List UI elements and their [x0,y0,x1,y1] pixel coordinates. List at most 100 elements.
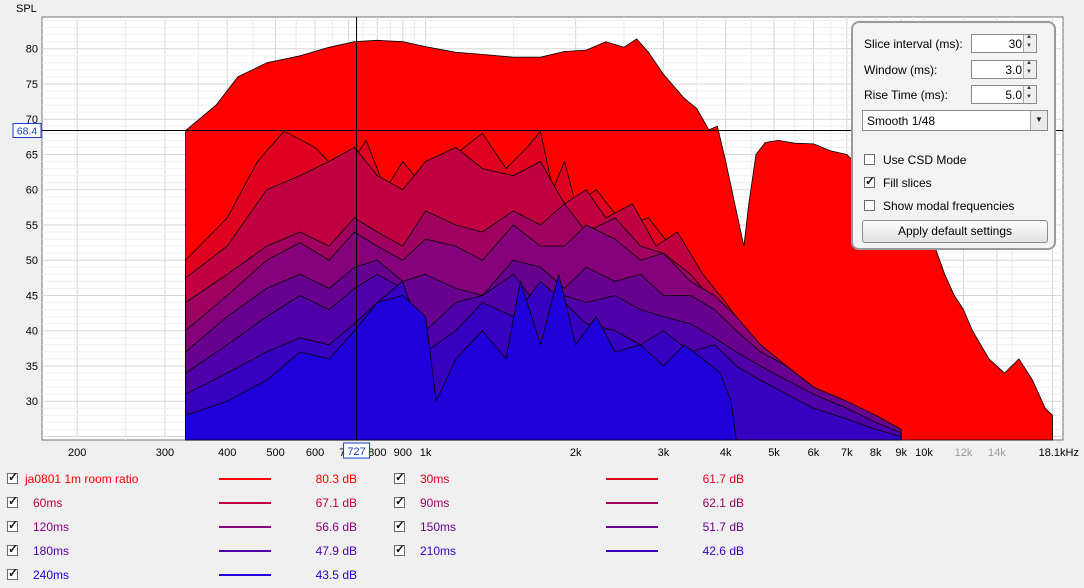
rise-time-label: Rise Time (ms): [864,88,948,102]
legend-line-swatch [219,478,271,480]
legend-value: 42.6 dB [702,544,744,558]
y-axis-label: SPL [16,3,37,15]
x-tick-label: 14k [988,447,1006,459]
use-csd-checkbox[interactable] [864,154,875,165]
legend-value: 62.1 dB [702,496,744,510]
x-tick-label: 5k [768,447,780,459]
cursor-x-readout: 727 [347,446,365,458]
cursor-y-readout: 68.4 [17,126,38,138]
series-areas [185,38,1053,441]
window-spinner[interactable]: 3.0 [971,60,1037,79]
legend-series-name: 150ms [420,520,457,534]
legend-checkbox[interactable] [394,470,405,484]
x-tick-label: 3k [658,447,670,459]
legend-value: 61.7 dB [702,472,744,486]
legend-row: 150ms 51.7 dB [394,518,754,536]
legend-series-name: 180ms [33,544,70,558]
use-csd-label[interactable]: Use CSD Mode [883,153,967,167]
fill-slices-checkbox[interactable] [864,174,875,188]
x-tick-label: 12k [955,447,973,459]
legend-checkbox[interactable] [7,566,18,580]
legend-series-name: 210ms [420,544,457,558]
legend-row: 30ms 61.7 dB [394,470,754,488]
legend-value: 43.5 dB [315,568,357,582]
series-area-8 [185,273,737,441]
legend-value: 56.6 dB [315,520,357,534]
x-tick-label: 400 [218,447,236,459]
fill-slices-label[interactable]: Fill slices [883,176,932,190]
legend-line-swatch [219,550,271,552]
y-tick-label: 45 [26,290,38,302]
legend-checkbox[interactable] [394,542,405,556]
x-tick-label: 7k [841,447,853,459]
rise-time-spinner[interactable]: 5.0 [971,85,1037,104]
y-tick-label: 75 [26,79,38,91]
legend-series-name: 60ms [33,496,63,510]
spinner-arrows-icon[interactable] [1023,60,1036,78]
spinner-arrows-icon[interactable] [1023,34,1036,52]
legend-row: 240ms 43.5 dB [7,566,367,584]
slice-interval-spinner[interactable]: 30 [971,34,1037,53]
legend-line-swatch [219,574,271,576]
legend-line-swatch [219,526,271,528]
rise-time-value[interactable]: 5.0 [1005,88,1022,102]
legend-checkbox[interactable] [7,470,18,484]
x-tick-label: 800 [368,447,386,459]
legend-row: 210ms 42.6 dB [394,542,754,560]
window-value[interactable]: 3.0 [1005,63,1022,77]
legend-line-swatch [606,526,658,528]
legend-line-swatch [219,502,271,504]
legend-series-name: ja0801 1m room ratio [25,472,139,486]
x-tick-label: 10k [915,447,933,459]
y-tick-label: 30 [26,396,38,408]
apply-default-button[interactable]: Apply default settings [862,220,1048,243]
chevron-down-icon[interactable] [1030,111,1047,130]
x-tick-label: 18.1kHz [1039,447,1079,459]
legend-checkbox[interactable] [7,518,18,532]
show-modal-checkbox[interactable] [864,200,875,211]
x-tick-label: 500 [266,447,284,459]
legend-line-swatch [606,550,658,552]
legend-line-swatch [606,478,658,480]
y-tick-label: 55 [26,220,38,232]
legend-row: 120ms 56.6 dB [7,518,367,536]
x-tick-label: 6k [808,447,820,459]
legend-series-name: 90ms [420,496,450,510]
legend-value: 47.9 dB [315,544,357,558]
x-tick-label: 1k [420,447,432,459]
x-tick-label: 9k [895,447,907,459]
legend-line-swatch [606,502,658,504]
legend-checkbox[interactable] [394,494,405,508]
x-tick-label: 300 [156,447,174,459]
y-tick-label: 60 [26,185,38,197]
legend-checkbox[interactable] [7,494,18,508]
legend-row: ja0801 1m room ratio 80.3 dB [7,470,367,488]
cursor-y-readout-box [12,123,42,139]
x-tick-label: 8k [870,447,882,459]
slice-interval-value[interactable]: 30 [1008,37,1022,51]
legend-value: 67.1 dB [315,496,357,510]
smoothing-value[interactable]: Smooth 1/48 [867,114,936,128]
spinner-arrows-icon[interactable] [1023,85,1036,103]
x-tick-label: 600 [306,447,324,459]
legend-row: 60ms 67.1 dB [7,494,367,512]
legend-checkbox[interactable] [7,542,18,556]
x-tick-label: 200 [68,447,86,459]
y-tick-label: 65 [26,149,38,161]
show-modal-label[interactable]: Show modal frequencies [883,199,1015,213]
settings-panel: Slice interval (ms): 30 Window (ms): 3.0… [851,21,1056,250]
x-tick-label: 2k [570,447,582,459]
legend-series-name: 240ms [33,568,70,582]
cursor-x-readout-box [343,442,371,459]
legend-series-name: 30ms [420,472,450,486]
window-label: Window (ms): [864,63,938,77]
slice-interval-label: Slice interval (ms): [864,37,963,51]
x-tick-label: 900 [394,447,412,459]
legend-series-name: 120ms [33,520,70,534]
y-tick-label: 40 [26,326,38,338]
legend-value: 51.7 dB [702,520,744,534]
x-tick-label: 4k [720,447,732,459]
smoothing-select[interactable]: Smooth 1/48 [862,110,1048,131]
legend-checkbox[interactable] [394,518,405,532]
y-tick-label: 80 [26,44,38,56]
